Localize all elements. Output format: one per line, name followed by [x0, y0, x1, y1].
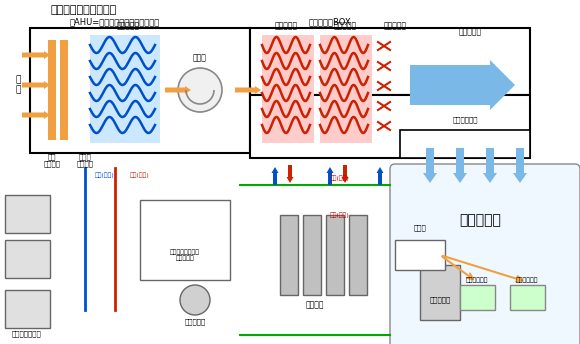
Bar: [303, 215, 321, 295]
Bar: [460, 285, 495, 310]
Text: ・AHU=エアハンドリングユニット: ・AHU=エアハンドリングユニット: [70, 18, 160, 26]
Text: 冷水(戻り): 冷水(戻り): [130, 172, 150, 178]
Text: 加湿ノズル: 加湿ノズル: [383, 22, 407, 31]
Bar: [5, 195, 50, 233]
Text: 再熱コイル: 再熱コイル: [334, 22, 357, 31]
Bar: [90, 35, 160, 143]
Text: 【空調システム概略】: 【空調システム概略】: [50, 5, 116, 15]
Text: 中性能
フィルタ: 中性能 フィルタ: [77, 153, 93, 167]
FancyBboxPatch shape: [390, 164, 580, 344]
FancyArrow shape: [410, 60, 515, 110]
Text: 予熱コイル: 予熱コイル: [274, 22, 298, 31]
Bar: [5, 240, 50, 278]
Text: 冷水コイル: 冷水コイル: [117, 22, 140, 31]
Text: 送風機: 送風機: [193, 54, 207, 63]
Bar: [5, 290, 50, 328]
Bar: [140, 200, 230, 280]
Text: 給気ダクト: 給気ダクト: [458, 28, 481, 36]
Bar: [326, 215, 344, 295]
Bar: [420, 265, 460, 320]
FancyArrow shape: [327, 167, 333, 185]
FancyArrow shape: [165, 86, 191, 94]
Text: 室内吹出し口: 室内吹出し口: [452, 117, 478, 123]
FancyArrow shape: [376, 167, 383, 185]
Text: 印刷工場内: 印刷工場内: [459, 213, 501, 227]
Text: 蒸気(戻り): 蒸気(戻り): [330, 175, 350, 181]
Circle shape: [180, 285, 210, 315]
Text: 冷水(往き): 冷水(往き): [95, 172, 115, 178]
Bar: [262, 35, 314, 143]
Text: ボイラー: ボイラー: [306, 301, 324, 310]
Text: 外
気: 外 気: [15, 75, 21, 95]
Text: 冷水ポンプ: 冷水ポンプ: [184, 319, 206, 325]
Bar: [395, 240, 445, 270]
FancyArrow shape: [423, 148, 437, 183]
FancyArrow shape: [22, 51, 50, 59]
Bar: [349, 215, 367, 295]
FancyArrow shape: [271, 167, 278, 185]
Text: 温度センサー: 温度センサー: [466, 277, 488, 283]
FancyArrow shape: [483, 148, 497, 183]
Bar: [400, 130, 530, 158]
Bar: [320, 35, 372, 143]
Bar: [250, 95, 530, 158]
Bar: [250, 28, 530, 95]
FancyArrow shape: [453, 148, 467, 183]
Text: インバータ: インバータ: [429, 297, 451, 303]
Text: 制御盤: 制御盤: [414, 225, 426, 231]
Text: ・加湿加熱BOX: ・加湿加熱BOX: [309, 18, 351, 26]
Bar: [510, 285, 545, 310]
FancyArrow shape: [235, 86, 261, 94]
Text: プレ
フィルタ: プレ フィルタ: [44, 153, 60, 167]
Bar: [280, 215, 298, 295]
FancyArrow shape: [22, 81, 50, 89]
Bar: [30, 28, 250, 153]
Text: チラーユニット: チラーユニット: [12, 331, 42, 337]
Circle shape: [178, 68, 222, 112]
Bar: [48, 40, 56, 140]
Text: 湿度センサー: 湿度センサー: [516, 277, 538, 283]
Text: フラッシュタンク
（二重式）: フラッシュタンク （二重式）: [170, 249, 200, 261]
Bar: [60, 40, 68, 140]
FancyArrow shape: [342, 165, 349, 183]
Text: 蒸気(往き): 蒸気(往き): [330, 212, 350, 218]
FancyArrow shape: [22, 111, 50, 119]
FancyArrow shape: [513, 148, 527, 183]
FancyArrow shape: [287, 165, 293, 183]
